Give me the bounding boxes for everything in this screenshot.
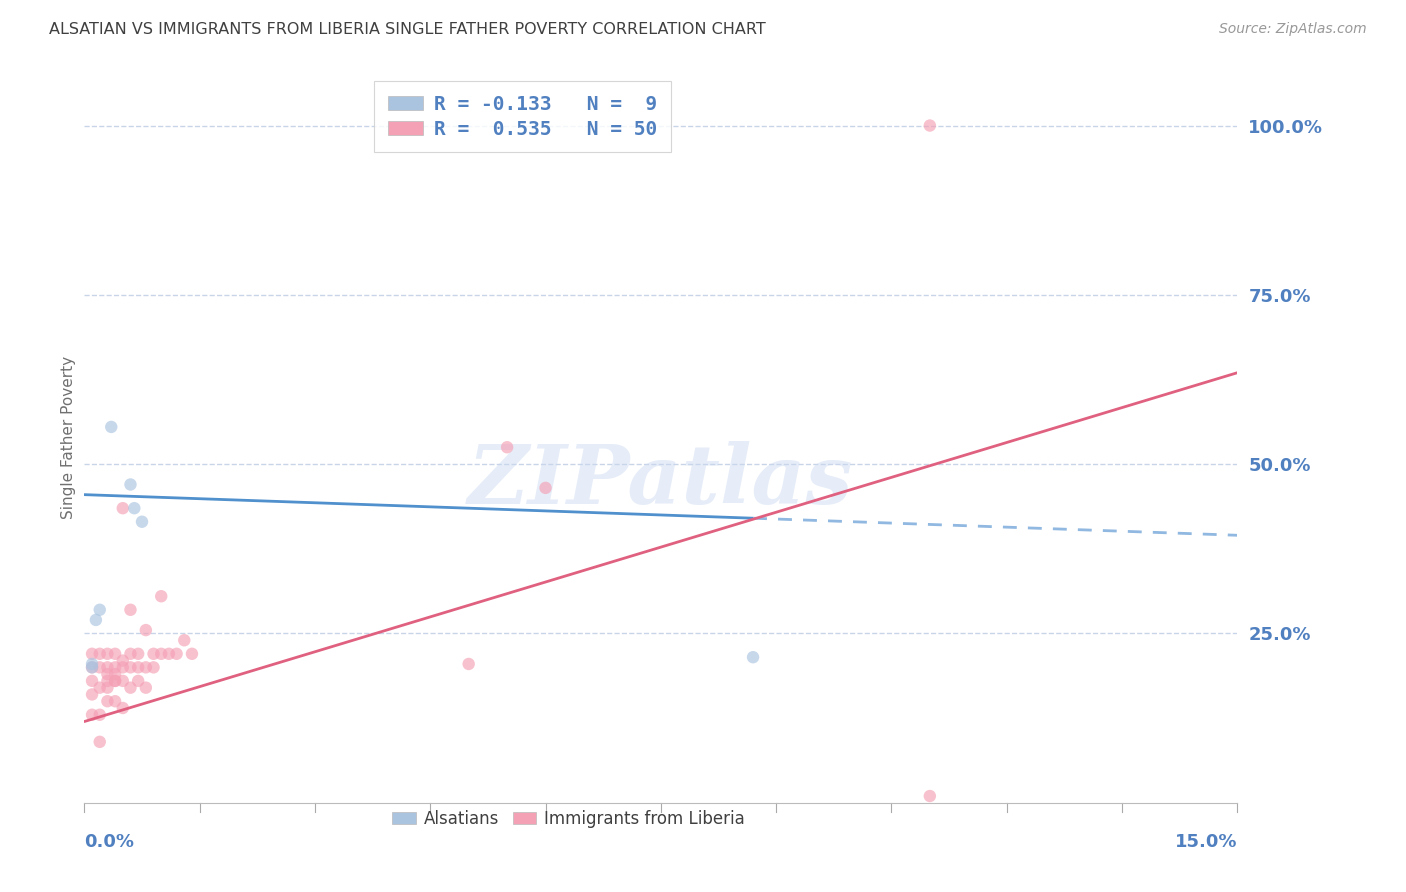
Point xyxy=(89,681,111,695)
Point xyxy=(534,481,557,495)
Point xyxy=(127,660,149,674)
Point xyxy=(111,673,134,688)
Point xyxy=(120,660,142,674)
Point xyxy=(135,623,157,637)
Point xyxy=(496,440,519,454)
Y-axis label: Single Father Poverty: Single Father Poverty xyxy=(60,356,76,518)
Point xyxy=(135,681,157,695)
Point xyxy=(96,673,118,688)
Point xyxy=(918,789,941,803)
Point xyxy=(120,603,142,617)
Point xyxy=(104,667,127,681)
Point xyxy=(96,667,118,681)
Point xyxy=(104,647,127,661)
Point xyxy=(120,647,142,661)
Point xyxy=(742,650,765,665)
Point xyxy=(80,657,103,671)
Point xyxy=(150,589,173,603)
Point xyxy=(89,603,111,617)
Point xyxy=(111,701,134,715)
Point xyxy=(104,673,127,688)
Point xyxy=(104,673,127,688)
Point xyxy=(104,660,127,674)
Text: 15.0%: 15.0% xyxy=(1175,833,1237,851)
Point xyxy=(142,647,165,661)
Point xyxy=(89,707,111,722)
Legend: Alsatians, Immigrants from Liberia: Alsatians, Immigrants from Liberia xyxy=(385,804,752,835)
Point xyxy=(166,647,188,661)
Point xyxy=(918,119,941,133)
Point xyxy=(157,647,180,661)
Point xyxy=(120,681,142,695)
Point xyxy=(89,735,111,749)
Point xyxy=(80,688,103,702)
Point xyxy=(131,515,153,529)
Point xyxy=(89,660,111,674)
Point xyxy=(173,633,195,648)
Point xyxy=(96,681,118,695)
Point xyxy=(124,501,146,516)
Point xyxy=(135,660,157,674)
Point xyxy=(84,613,107,627)
Text: 0.0%: 0.0% xyxy=(84,833,135,851)
Point xyxy=(111,654,134,668)
Point xyxy=(104,694,127,708)
Point xyxy=(96,694,118,708)
Point xyxy=(80,707,103,722)
Point xyxy=(80,647,103,661)
Text: ZIPatlas: ZIPatlas xyxy=(468,441,853,521)
Point xyxy=(120,477,142,491)
Point xyxy=(127,647,149,661)
Point xyxy=(80,660,103,674)
Point xyxy=(96,647,118,661)
Point xyxy=(127,673,149,688)
Point xyxy=(111,660,134,674)
Point xyxy=(100,420,122,434)
Point xyxy=(89,647,111,661)
Text: ALSATIAN VS IMMIGRANTS FROM LIBERIA SINGLE FATHER POVERTY CORRELATION CHART: ALSATIAN VS IMMIGRANTS FROM LIBERIA SING… xyxy=(49,22,766,37)
Text: Source: ZipAtlas.com: Source: ZipAtlas.com xyxy=(1219,22,1367,37)
Point xyxy=(150,647,173,661)
Point xyxy=(111,501,134,516)
Point xyxy=(181,647,204,661)
Point xyxy=(80,673,103,688)
Point xyxy=(142,660,165,674)
Point xyxy=(80,660,103,674)
Point xyxy=(457,657,479,671)
Point xyxy=(96,660,118,674)
